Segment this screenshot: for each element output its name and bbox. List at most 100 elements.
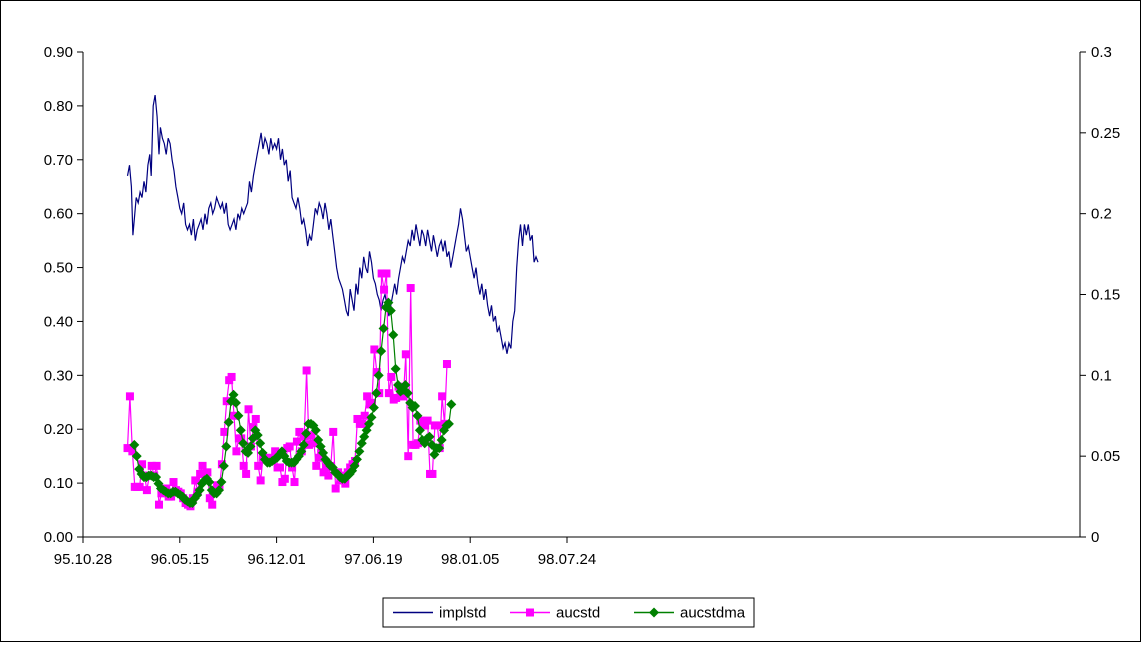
- point-aucstd: [404, 452, 413, 461]
- point-aucstdma: [298, 439, 309, 450]
- point-aucstd: [406, 284, 415, 293]
- point-aucstd: [169, 478, 178, 487]
- point-aucstdma: [402, 388, 413, 399]
- y-left-tick-label: 0.20: [44, 421, 73, 438]
- x-tick-label: 96.05.15: [151, 551, 209, 568]
- point-aucstdma: [204, 477, 215, 488]
- legend-marker-aucstdma: [649, 607, 659, 618]
- y-left-tick-label: 0.80: [44, 98, 73, 115]
- point-aucstd: [438, 392, 447, 401]
- point-aucstd: [256, 476, 265, 485]
- point-aucstd: [377, 269, 386, 278]
- point-aucstd: [123, 444, 132, 453]
- y-right-tick-label: 0.2: [1091, 206, 1112, 223]
- point-aucstd: [314, 453, 323, 462]
- point-aucstdma: [301, 428, 312, 439]
- point-aucstd: [353, 414, 362, 423]
- point-aucstd: [341, 479, 350, 488]
- point-aucstdma: [366, 412, 377, 423]
- point-aucstd: [307, 431, 316, 440]
- point-aucstd: [152, 461, 161, 470]
- y-right-tick-label: 0.1: [1091, 367, 1112, 384]
- point-aucstd: [321, 463, 330, 472]
- point-aucstd: [198, 461, 207, 470]
- point-aucstd: [300, 432, 309, 441]
- legend-label-aucstd: aucstd: [556, 605, 600, 622]
- point-aucstd: [227, 372, 236, 381]
- point-aucstd: [220, 427, 229, 436]
- point-aucstd: [251, 414, 260, 423]
- point-aucstdma: [216, 477, 227, 488]
- point-aucstd: [275, 463, 284, 472]
- legend-label-aucstdma: aucstdma: [680, 605, 746, 622]
- point-aucstd: [142, 486, 151, 495]
- y-left-tick-label: 0.40: [44, 313, 73, 330]
- point-aucstdma: [129, 439, 140, 450]
- point-aucstdma: [214, 485, 225, 496]
- point-aucstd: [280, 474, 289, 483]
- point-aucstdma: [351, 454, 362, 465]
- axes-layer: 0.000.100.200.300.400.500.600.700.800.90…: [44, 44, 1120, 568]
- point-aucstd: [309, 439, 318, 448]
- point-aucstd: [387, 372, 396, 381]
- point-aucstd: [416, 416, 425, 425]
- point-aucstd: [128, 447, 137, 456]
- point-aucstd: [370, 345, 379, 354]
- point-aucstdma: [221, 441, 232, 452]
- x-tick-label: 96.12.01: [247, 551, 305, 568]
- y-right-tick-label: 0.05: [1091, 448, 1120, 465]
- y-left-tick-label: 0.00: [44, 529, 73, 546]
- point-aucstdma: [218, 460, 229, 471]
- y-right-tick-label: 0.25: [1091, 125, 1120, 142]
- point-aucstdma: [223, 417, 234, 428]
- point-aucstdma: [378, 323, 389, 334]
- point-aucstd: [292, 437, 301, 446]
- point-aucstdma: [385, 305, 396, 316]
- point-aucstd: [423, 416, 432, 425]
- point-aucstd: [208, 500, 217, 509]
- point-aucstdma: [131, 451, 142, 462]
- series-line-implstd: [126, 94, 539, 354]
- point-aucstd: [363, 392, 372, 401]
- point-aucstd: [392, 393, 401, 402]
- x-tick-label: 95.10.28: [54, 551, 112, 568]
- point-aucstd: [203, 468, 212, 477]
- point-aucstdma: [238, 438, 249, 449]
- point-aucstd: [312, 461, 321, 470]
- point-aucstdma: [414, 425, 425, 436]
- point-aucstd: [147, 461, 156, 470]
- point-aucstd: [138, 460, 147, 469]
- point-aucstdma: [410, 401, 421, 412]
- legend-marker-aucstd: [526, 608, 534, 617]
- point-aucstd: [196, 469, 205, 478]
- point-aucstd: [125, 392, 134, 401]
- point-aucstdma: [436, 435, 447, 445]
- x-tick-label: 97.06.19: [344, 551, 402, 568]
- point-aucstdma: [412, 410, 423, 421]
- point-aucstd: [244, 405, 253, 414]
- point-aucstd: [154, 500, 163, 509]
- point-aucstdma: [388, 329, 399, 340]
- point-aucstd: [331, 484, 340, 493]
- point-aucstd: [380, 285, 389, 294]
- point-aucstd: [428, 469, 437, 478]
- point-aucstdma: [390, 363, 401, 374]
- point-aucstd: [413, 439, 422, 448]
- point-aucstd: [271, 447, 280, 456]
- point-aucstd: [288, 463, 297, 472]
- point-aucstdma: [371, 388, 382, 399]
- point-aucstd: [319, 468, 328, 477]
- point-aucstd: [232, 447, 241, 456]
- point-aucstdma: [235, 425, 246, 436]
- point-aucstd: [249, 423, 258, 432]
- y-left-tick-label: 0.70: [44, 152, 73, 169]
- point-aucstd: [254, 461, 263, 470]
- point-aucstdma: [310, 425, 321, 436]
- x-tick-label: 98.01.05: [441, 551, 499, 568]
- point-aucstd: [135, 482, 144, 491]
- point-aucstdma: [233, 410, 244, 421]
- legend-box: [382, 597, 755, 628]
- point-aucstdma: [424, 431, 435, 442]
- point-aucstdma: [383, 297, 394, 308]
